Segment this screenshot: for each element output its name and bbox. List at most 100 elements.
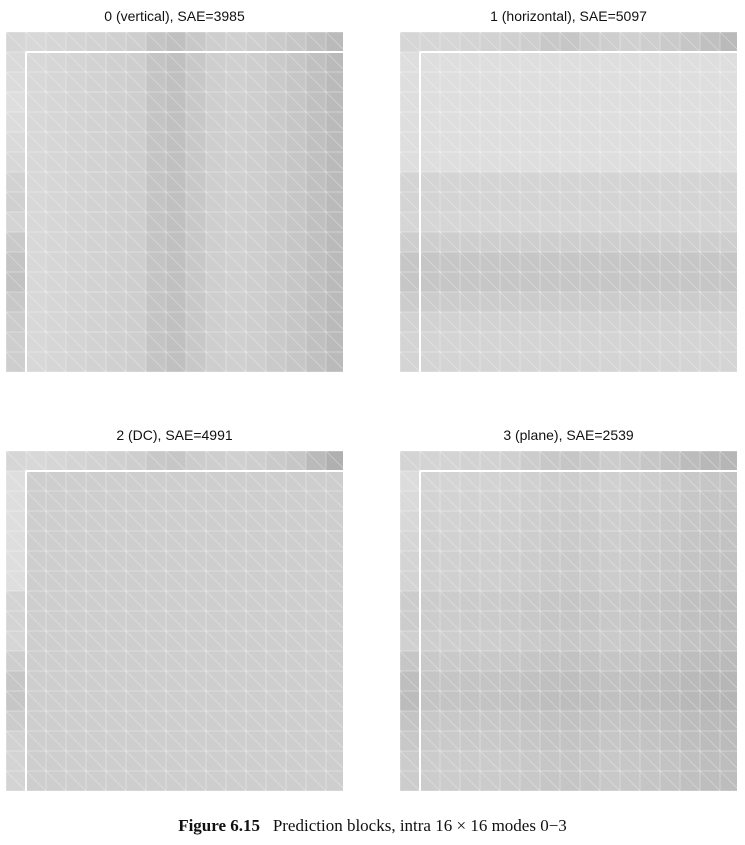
predicted-pixel xyxy=(46,352,66,372)
pixel-texture xyxy=(145,311,167,333)
pixel-texture xyxy=(325,490,343,509)
pixel-texture xyxy=(519,451,541,472)
pixel-texture xyxy=(145,131,167,153)
pixel-texture xyxy=(145,151,167,173)
reference-pixel xyxy=(700,451,720,471)
predicted-pixel xyxy=(306,152,326,172)
pixel-texture xyxy=(699,311,721,333)
pixel-texture xyxy=(559,650,581,672)
pixel-texture xyxy=(325,131,343,150)
pixel-texture xyxy=(145,231,167,253)
pixel-texture xyxy=(459,251,481,273)
pixel-texture xyxy=(325,510,343,529)
predicted-pixel xyxy=(700,551,720,571)
predicted-pixel xyxy=(126,591,146,611)
pixel-texture xyxy=(699,331,721,353)
predicted-pixel xyxy=(326,312,343,332)
predicted-pixel xyxy=(420,591,440,611)
predicted-pixel xyxy=(86,52,106,72)
reference-pixel xyxy=(6,52,26,72)
pixel-texture xyxy=(539,311,561,333)
predicted-pixel xyxy=(46,152,66,172)
pixel-texture xyxy=(45,510,67,532)
pixel-texture xyxy=(659,610,681,632)
predicted-pixel xyxy=(540,252,560,272)
predicted-pixel xyxy=(660,531,680,551)
predicted-pixel xyxy=(106,92,126,112)
predicted-pixel xyxy=(306,611,326,631)
pixel-texture xyxy=(85,650,107,672)
pixel-texture xyxy=(325,351,343,370)
predicted-pixel xyxy=(420,751,440,771)
predicted-pixel xyxy=(106,172,126,192)
pixel-texture xyxy=(265,451,287,472)
predicted-pixel xyxy=(226,212,246,232)
pixel-texture xyxy=(245,710,267,732)
pixel-texture xyxy=(225,51,247,73)
pixel-texture xyxy=(599,690,621,712)
pixel-texture xyxy=(105,211,127,233)
pixel-texture xyxy=(205,510,227,532)
predicted-pixel xyxy=(460,92,480,112)
predicted-pixel xyxy=(460,332,480,352)
pixel-texture xyxy=(579,690,601,712)
predicted-pixel xyxy=(680,192,700,212)
pixel-texture xyxy=(245,151,267,173)
predicted-pixel xyxy=(326,571,343,591)
predicted-pixel xyxy=(600,531,620,551)
pixel-texture xyxy=(225,451,247,472)
predicted-pixel xyxy=(326,591,343,611)
pixel-texture xyxy=(265,610,287,632)
predicted-pixel xyxy=(660,132,680,152)
pixel-texture xyxy=(85,670,107,692)
predicted-pixel xyxy=(440,172,460,192)
predicted-pixel xyxy=(580,332,600,352)
reference-pixel xyxy=(460,451,480,471)
predicted-pixel xyxy=(640,771,660,791)
predicted-pixel xyxy=(146,232,166,252)
predicted-pixel xyxy=(560,491,580,511)
predicted-pixel xyxy=(640,252,660,272)
predicted-pixel xyxy=(86,232,106,252)
pixel-texture xyxy=(305,451,327,472)
pixel-texture xyxy=(699,650,721,672)
predicted-pixel xyxy=(420,212,440,232)
predicted-pixel xyxy=(186,252,206,272)
pixel-texture xyxy=(245,570,267,592)
predicted-pixel xyxy=(420,352,440,372)
reference-pixel xyxy=(206,451,226,471)
pixel-texture xyxy=(659,630,681,652)
pixel-texture xyxy=(305,291,327,313)
pixel-texture xyxy=(719,351,737,370)
predicted-pixel xyxy=(540,471,560,491)
predicted-pixel xyxy=(600,611,620,631)
predicted-pixel xyxy=(226,531,246,551)
pixel-texture xyxy=(659,670,681,692)
pixel-texture xyxy=(6,131,27,153)
pixel-texture xyxy=(579,451,601,472)
predicted-pixel xyxy=(186,352,206,372)
predicted-pixel xyxy=(700,771,720,791)
reference-pixel xyxy=(6,591,26,611)
predicted-pixel xyxy=(520,72,540,92)
pixel-texture xyxy=(559,171,581,193)
pixel-texture xyxy=(6,231,27,253)
predicted-pixel xyxy=(480,232,500,252)
predicted-pixel xyxy=(326,751,343,771)
pixel-texture xyxy=(539,610,561,632)
pixel-texture xyxy=(225,231,247,253)
pixel-texture xyxy=(165,291,187,313)
predicted-pixel xyxy=(306,292,326,312)
predicted-pixel xyxy=(700,152,720,172)
pixel-texture xyxy=(125,610,147,632)
reference-pixel xyxy=(6,332,26,352)
pixel-texture xyxy=(25,530,47,552)
predicted-pixel xyxy=(126,172,146,192)
pixel-texture xyxy=(185,131,207,153)
pixel-texture xyxy=(639,510,661,532)
predicted-pixel xyxy=(540,152,560,172)
pixel-texture xyxy=(65,111,87,133)
predicted-pixel xyxy=(420,312,440,332)
pixel-texture xyxy=(25,111,47,133)
predicted-pixel xyxy=(226,272,246,292)
